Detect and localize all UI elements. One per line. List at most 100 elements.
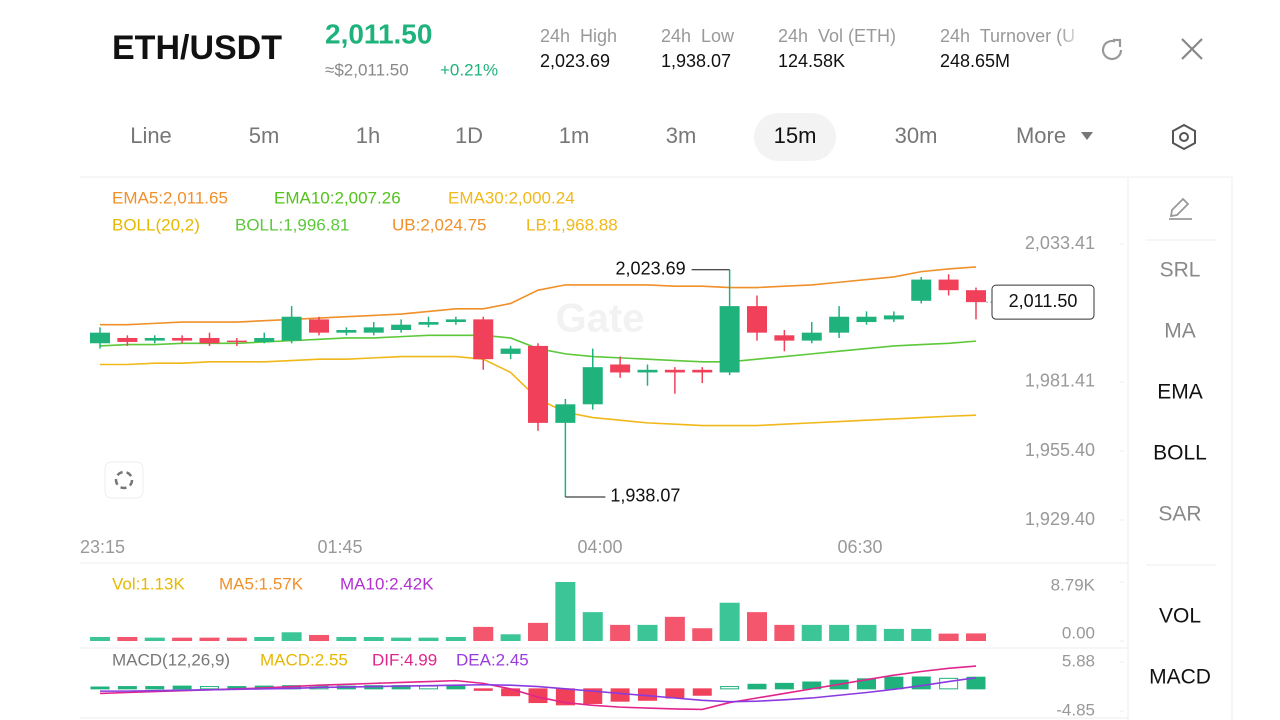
volume-bar xyxy=(90,636,110,641)
stat-label: 24h High xyxy=(540,26,617,46)
macd-label: MACD:2.55 xyxy=(260,650,348,669)
candle-body xyxy=(90,332,110,344)
y-tick-label: 1,981.41 xyxy=(1025,371,1095,391)
volume-bar xyxy=(883,628,904,641)
side-menu-item[interactable]: VOL xyxy=(1159,605,1201,628)
macd-bar xyxy=(692,688,712,696)
low-label: 1,938.07 xyxy=(610,486,680,506)
stat-value: 124.58K xyxy=(778,51,845,71)
volume-bar xyxy=(692,628,713,641)
candle-body xyxy=(391,324,412,331)
volume-bar xyxy=(144,637,165,641)
stat-label: 24h Low xyxy=(661,26,735,46)
candle-body xyxy=(692,369,713,373)
volume-bar xyxy=(774,624,795,641)
side-menu-item[interactable]: MA xyxy=(1164,320,1196,343)
candle-body xyxy=(610,364,631,373)
volume-label: MA10:2.42K xyxy=(340,574,434,593)
macd-bar xyxy=(665,688,685,699)
macd-bar xyxy=(145,686,165,690)
volume-bar xyxy=(445,636,466,641)
tab-active[interactable]: 15m xyxy=(774,123,817,148)
volume-bar xyxy=(801,624,822,641)
volume-bar xyxy=(747,612,767,641)
macd-bar xyxy=(857,678,876,690)
side-menu-item[interactable]: BOLL xyxy=(1153,442,1207,465)
settings-icon[interactable] xyxy=(1172,123,1196,151)
fade xyxy=(1060,20,1096,80)
volume-bar xyxy=(199,637,220,641)
approx-price: ≈$2,011.50 xyxy=(325,60,409,79)
macd-bar xyxy=(90,686,110,690)
macd-bar xyxy=(117,686,137,690)
volume-bar xyxy=(610,624,631,641)
candle-body xyxy=(637,369,658,373)
side-menu-item[interactable]: SRL xyxy=(1160,259,1201,282)
y-tick-label: 1,955.40 xyxy=(1025,440,1095,460)
candle-body xyxy=(801,332,822,341)
candle-body xyxy=(117,337,138,342)
candle-body xyxy=(172,337,193,341)
macd-bar xyxy=(172,685,192,690)
last-price-box xyxy=(991,284,1095,320)
tab[interactable]: 1D xyxy=(455,123,483,148)
macd-bar xyxy=(501,688,521,697)
chart-toggle[interactable] xyxy=(104,461,144,499)
side-menu-item[interactable]: MACD xyxy=(1149,666,1211,689)
macd-bar xyxy=(884,676,904,690)
tab[interactable]: Line xyxy=(130,123,172,148)
volume-bar xyxy=(637,624,658,641)
candle-body xyxy=(582,367,603,405)
candle-body xyxy=(226,340,247,343)
draw-icon[interactable] xyxy=(1169,197,1192,220)
stat-value: 248.65M xyxy=(940,51,1010,71)
volume-bar xyxy=(172,637,193,641)
candle-body xyxy=(418,322,439,325)
pair: ETH/USDT xyxy=(112,29,282,67)
macd-bar xyxy=(774,682,794,690)
change: +0.21% xyxy=(440,60,498,79)
boll-label: BOLL(20,2) xyxy=(112,215,200,234)
close-icon[interactable] xyxy=(1181,38,1203,60)
volume-bar xyxy=(528,622,548,641)
candle-body xyxy=(911,279,932,301)
candle-body xyxy=(528,345,548,423)
volume-bar xyxy=(363,636,384,641)
candle-body xyxy=(966,290,986,303)
macd-bar xyxy=(720,686,740,690)
y-tick-label: -4.85 xyxy=(1056,700,1095,719)
y-tick-label: 0.00 xyxy=(1062,623,1095,642)
candle-body xyxy=(664,369,685,373)
tab[interactable]: 5m xyxy=(249,123,280,148)
macd-bar xyxy=(446,685,466,690)
volume-bar xyxy=(309,634,329,641)
ema-label: EMA5:2,011.65 xyxy=(112,188,228,207)
candle-body xyxy=(473,319,494,360)
volume-bar xyxy=(555,582,576,641)
candle-body xyxy=(719,306,740,373)
y-tick-label: 8.79K xyxy=(1051,575,1096,594)
candle-body xyxy=(254,337,275,342)
tab[interactable]: 30m xyxy=(895,123,938,148)
volume-bar xyxy=(911,628,932,641)
tab[interactable]: 1m xyxy=(559,123,590,148)
macd-label: DIF:4.99 xyxy=(372,650,437,669)
candle-body xyxy=(363,327,384,333)
side-menu-item[interactable]: SAR xyxy=(1158,503,1201,526)
refresh-icon[interactable] xyxy=(1101,38,1123,61)
tab[interactable]: More xyxy=(1016,123,1066,148)
candle-body xyxy=(336,330,357,333)
ema-label: EMA10:2,007.26 xyxy=(274,188,401,207)
tab[interactable]: 1h xyxy=(356,123,380,148)
side-menu-item[interactable]: EMA xyxy=(1157,381,1203,404)
macd-line xyxy=(100,676,977,703)
macd-label: MACD(12,26,9) xyxy=(112,650,230,669)
volume-bar xyxy=(117,636,138,641)
volume-bar xyxy=(719,602,740,641)
tab[interactable]: 3m xyxy=(666,123,697,148)
watermark: Gate xyxy=(556,297,645,341)
volume-bar xyxy=(500,634,521,641)
stat-label: 24h Vol (ETH) xyxy=(778,26,896,46)
